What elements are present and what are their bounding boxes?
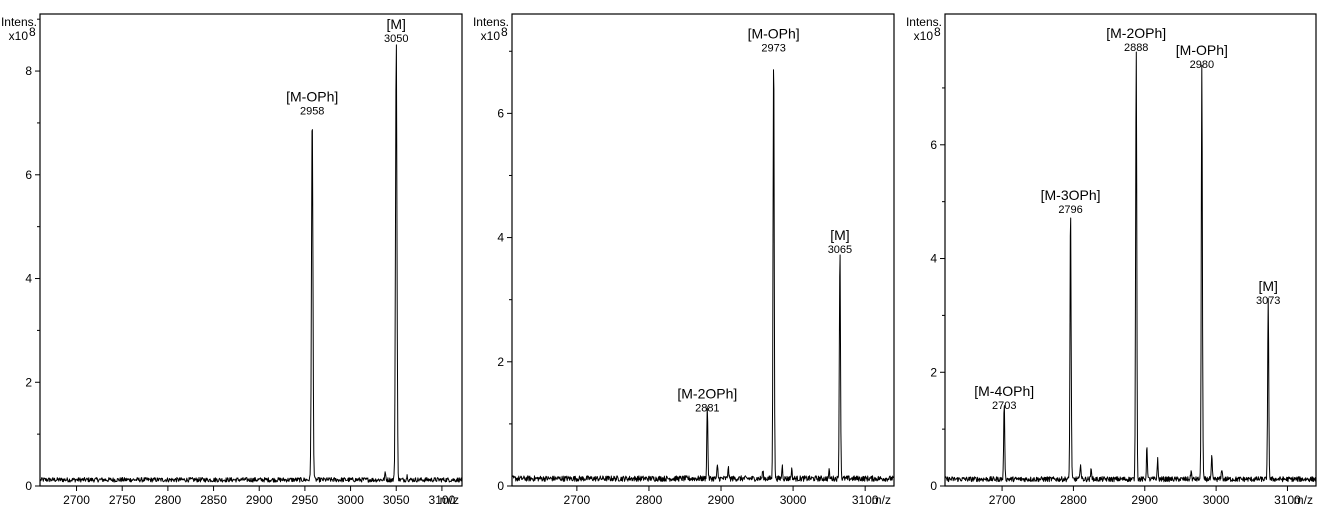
y-tick-label: 2 [497,355,504,369]
y-scale-label: x10 [914,29,934,43]
peak-label-mz: 3050 [384,33,408,45]
spectrum-trace [40,44,462,483]
peak-label-mz: 2973 [761,42,785,54]
peak-label-mz: 2796 [1058,204,1082,216]
y-tick-label: 4 [930,252,937,266]
x-tick-label: 3050 [383,493,410,507]
peak-label-name: [M-OPh] [748,25,800,41]
x-tick-label: 2800 [1060,493,1087,507]
y-tick-label: 6 [497,106,504,120]
x-tick-label: 2700 [989,493,1016,507]
peak-label-mz: 3065 [828,244,852,256]
x-tick-label: 2950 [292,493,319,507]
y-scale-label: x10 [481,29,501,43]
x-tick-label: 3000 [780,493,807,507]
peak-label-mz: 2888 [1124,42,1148,54]
y-tick-label: 0 [497,479,504,493]
x-axis-label: m/z [1294,493,1313,507]
peak-label-name: [M-4OPh] [974,383,1034,399]
x-tick-label: 2800 [636,493,663,507]
x-tick-label: 2750 [109,493,136,507]
x-tick-label: 2800 [155,493,182,507]
y-tick-label: 4 [497,231,504,245]
y-tick-label: 0 [930,479,937,493]
plot-frame [39,13,463,487]
peak-label-name: [M] [387,16,406,32]
x-tick-label: 2900 [708,493,735,507]
y-axis-label: Intens. [1,15,37,29]
y-tick-label: 0 [25,479,32,493]
x-tick-label: 3000 [1203,493,1230,507]
x-tick-label: 3100 [429,493,456,507]
x-tick-label: 3100 [1274,493,1301,507]
y-tick-label: 8 [25,64,32,78]
x-tick-label: 3100 [852,493,879,507]
x-tick-label: 2900 [1131,493,1158,507]
plot-frame [511,13,895,487]
y-axis-label: Intens. [906,15,942,29]
x-tick-label: 2850 [200,493,227,507]
y-axis-label: Intens. [473,15,509,29]
y-tick-label: 6 [930,138,937,152]
y-tick-label: 2 [25,375,32,389]
peak-label-name: [M-OPh] [286,89,338,105]
y-scale-exponent: 8 [934,25,941,39]
peak-label-mz: 3073 [1256,295,1280,307]
y-tick-label: 6 [25,168,32,182]
y-scale-exponent: 8 [29,25,36,39]
peak-label-mz: 2958 [300,106,324,118]
peak-label-name: [M-OPh] [1176,42,1228,58]
peak-label-name: [M] [1258,278,1277,294]
y-scale-label: x10 [9,29,29,43]
x-tick-label: 2700 [564,493,591,507]
plot-frame [944,13,1317,487]
y-tick-label: 4 [25,272,32,286]
y-tick-label: 2 [930,365,937,379]
peak-label-name: [M-2OPh] [1106,25,1166,41]
spectrum-trace [511,69,894,482]
peak-label-name: [M-3OPh] [1041,187,1101,203]
peak-label-mz: 2980 [1190,59,1214,71]
x-tick-label: 2700 [63,493,90,507]
peak-label-mz: 2703 [992,400,1016,412]
peak-label-mz: 2881 [695,403,719,415]
peak-label-name: [M-2OPh] [677,386,737,402]
spectrum-trace [944,51,1317,483]
x-axis-label: m/z [872,493,891,507]
x-tick-label: 2900 [246,493,273,507]
y-scale-exponent: 8 [501,25,508,39]
x-axis-label: m/z [440,493,459,507]
peak-label-name: [M] [830,227,849,243]
x-tick-label: 3000 [337,493,364,507]
